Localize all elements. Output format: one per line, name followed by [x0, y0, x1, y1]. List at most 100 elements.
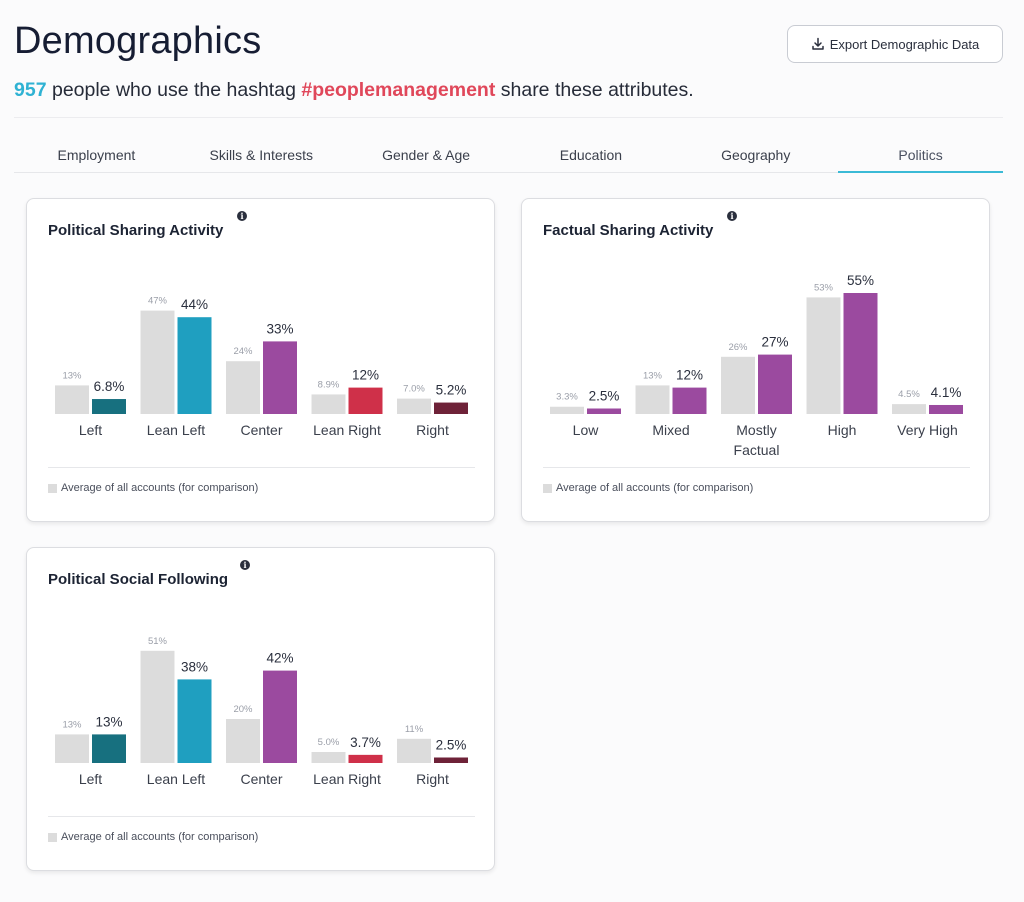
value-bar-label: 27%: [761, 335, 788, 350]
info-icon[interactable]: i: [727, 211, 737, 221]
category-label: Right: [416, 422, 449, 438]
average-bar-label: 8.9%: [318, 379, 340, 390]
value-bar: [263, 670, 297, 763]
chart-legend: Average of all accounts (for comparison): [48, 831, 258, 843]
value-bar: [434, 402, 468, 414]
average-bar-label: 13%: [643, 370, 663, 381]
political-following-chart: 13% 13% Left 51% 38% Lean Left 20% 42% Center 5.0…: [55, 636, 468, 787]
card-divider: [48, 467, 475, 468]
value-bar: [92, 734, 126, 763]
factual-sharing-chart: 3.3% 2.5% Low 13% 12% Mixed 26% 27% Mostly Factua…: [550, 273, 963, 458]
category-label: Very High: [897, 422, 958, 438]
category-label: Center: [240, 771, 282, 787]
average-bar: [892, 404, 926, 414]
average-bar: [311, 752, 346, 763]
chart-legend: Average of all accounts (for comparison): [543, 482, 753, 494]
page-subtitle: 957 people who use the hashtag #peoplema…: [14, 79, 694, 102]
legend-swatch: [48, 483, 57, 493]
average-bar-label: 13%: [62, 370, 82, 381]
value-bar: [92, 399, 126, 414]
value-bar-label: 44%: [181, 297, 208, 312]
subtitle-post: share these attributes.: [500, 79, 694, 101]
average-bar: [721, 356, 755, 414]
average-bar: [55, 734, 89, 763]
legend-swatch: [543, 483, 552, 493]
average-bar-label: 4.5%: [898, 389, 920, 400]
info-icon[interactable]: i: [237, 211, 247, 221]
factual-sharing-card: Factual Sharing Activity i 3.3% 2.5% Low 13…: [521, 198, 990, 522]
average-bar-label: 20%: [233, 704, 253, 715]
chart-legend: Average of all accounts (for comparison): [48, 482, 258, 494]
value-bar: [177, 679, 212, 763]
value-bar: [263, 341, 297, 414]
political-sharing-chart: 13% 6.8% Left 47% 44% Lean Left 24% 33% Center 8.…: [55, 296, 468, 438]
average-bar: [55, 385, 89, 414]
average-bar-label: 11%: [405, 724, 424, 735]
political-following-card: Political Social Following i 13% 13% Left 5…: [26, 547, 495, 871]
legend-label: Average of all accounts (for comparison): [61, 482, 259, 494]
category-label: Right: [416, 771, 449, 787]
average-bar: [226, 361, 260, 414]
average-bar: [806, 297, 841, 414]
value-bar-label: 2.5%: [589, 389, 620, 404]
subtitle-pre: people who use the hashtag: [51, 79, 296, 101]
average-bar-label: 7.0%: [403, 384, 425, 395]
average-bar-label: 5.0%: [318, 737, 340, 748]
tab-politics[interactable]: Politics: [838, 137, 1003, 173]
tab-skills-interests[interactable]: Skills & Interests: [209, 147, 313, 163]
average-bar: [140, 310, 175, 414]
average-bar: [226, 719, 260, 763]
value-bar-label: 33%: [266, 321, 293, 336]
value-bar-label: 12%: [352, 368, 379, 383]
category-label: Factual: [734, 442, 780, 458]
value-bar: [843, 293, 878, 414]
value-bar: [348, 387, 383, 414]
value-bar-label: 4.1%: [931, 385, 962, 400]
category-label: Mixed: [652, 422, 689, 438]
card-divider: [48, 816, 475, 817]
tab-gender-age[interactable]: Gender & Age: [382, 147, 471, 163]
category-label: Lean Right: [313, 422, 381, 438]
value-bar: [672, 387, 707, 414]
download-icon: [811, 37, 824, 50]
demographics-tabs: Employment Skills & Interests Gender & A…: [14, 137, 1003, 173]
legend-label: Average of all accounts (for comparison): [556, 482, 754, 494]
average-bar: [397, 398, 431, 414]
political-sharing-card: Political Sharing Activity i 13% 6.8% Left…: [26, 198, 495, 522]
page-title: Demographics: [14, 20, 262, 62]
card-title: Factual Sharing Activity: [543, 222, 714, 239]
header-divider: [14, 117, 1003, 118]
value-bar-label: 38%: [181, 659, 208, 674]
average-bar-label: 26%: [728, 342, 748, 353]
value-bar-label: 2.5%: [436, 738, 467, 753]
value-bar-label: 12%: [676, 368, 703, 383]
category-label: Left: [79, 422, 102, 438]
category-label: Lean Right: [313, 771, 381, 787]
category-label: Center: [240, 422, 282, 438]
average-bar-label: 13%: [62, 719, 82, 730]
tab-employment[interactable]: Employment: [57, 147, 136, 163]
average-bar: [550, 406, 584, 414]
category-label: Left: [79, 771, 102, 787]
account-count: 957: [14, 79, 47, 101]
category-label: Mostly: [736, 422, 776, 438]
average-bar-label: 51%: [148, 636, 168, 647]
average-bar-label: 3.3%: [556, 392, 578, 403]
value-bar: [929, 404, 963, 414]
category-label: Lean Left: [147, 771, 205, 787]
average-bar-label: 53%: [814, 282, 834, 293]
export-demographic-data-button[interactable]: Export Demographic Data: [787, 25, 1003, 63]
info-icon[interactable]: i: [240, 560, 250, 570]
value-bar: [177, 317, 212, 414]
average-bar: [311, 394, 346, 414]
value-bar-label: 6.8%: [94, 379, 125, 394]
value-bar: [434, 757, 468, 763]
average-bar: [140, 650, 175, 763]
tab-education[interactable]: Education: [559, 147, 623, 163]
card-title: Political Social Following: [48, 571, 229, 588]
legend-label: Average of all accounts (for comparison): [61, 831, 259, 843]
average-bar-label: 47%: [148, 296, 168, 307]
average-bar-label: 24%: [233, 346, 253, 357]
tab-geography[interactable]: Geography: [721, 147, 791, 163]
average-bar: [397, 738, 431, 763]
